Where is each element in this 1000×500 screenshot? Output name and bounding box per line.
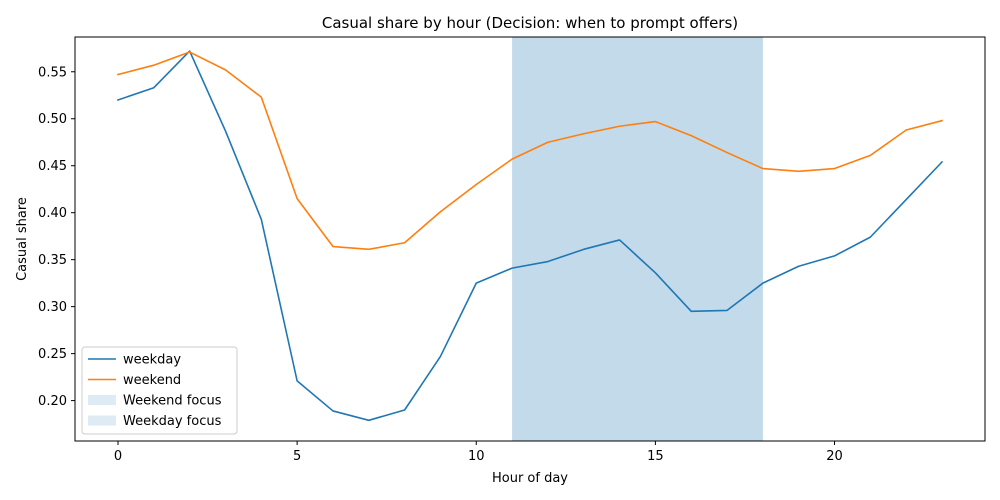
- x-axis-ticks: 0 5 10 15 20: [114, 441, 843, 464]
- shaded-regions: [512, 37, 763, 441]
- y-tick-label: 0.25: [38, 347, 67, 362]
- legend-swatch-shade-1: [88, 395, 116, 405]
- y-axis-title: Casual share: [15, 197, 30, 281]
- y-tick-label: 0.45: [38, 159, 67, 174]
- shaded-region-2: [512, 37, 763, 441]
- y-tick-label: 0.35: [38, 253, 67, 268]
- y-axis-ticks: 0.20 0.25 0.30 0.35 0.40 0.45 0.50 0.55: [38, 65, 75, 409]
- x-tick-label: 10: [468, 449, 485, 464]
- y-tick-label: 0.20: [38, 394, 67, 409]
- series-line-weekday: [116, 50, 944, 422]
- x-tick-label: 5: [293, 449, 301, 464]
- x-tick-label: 0: [114, 449, 122, 464]
- chart-title: Casual share by hour (Decision: when to …: [322, 14, 738, 32]
- legend-box: [81, 346, 238, 435]
- x-axis-title: Hour of day: [492, 471, 568, 486]
- x-tick-label: 20: [826, 449, 843, 464]
- y-tick-label: 0.50: [38, 112, 67, 127]
- y-tick-label: 0.55: [38, 65, 67, 80]
- legend-label-shade-2: Weekday focus: [123, 414, 222, 429]
- legend-label-weekday: weekday: [123, 353, 181, 368]
- y-tick-label: 0.30: [38, 300, 67, 315]
- plot-frame: [74, 36, 986, 442]
- legend-label-weekend: weekend: [123, 373, 181, 388]
- legend-swatch-shade-2: [88, 415, 116, 426]
- series-lines: [116, 50, 944, 422]
- y-tick-label: 0.40: [38, 206, 67, 221]
- legend-label-shade-1: Weekend focus: [123, 394, 222, 409]
- series-line-weekend: [117, 51, 943, 251]
- legend: weekday weekend Weekend focus Weekday focus: [81, 346, 238, 435]
- shaded-region-1: [512, 37, 763, 441]
- x-tick-label: 15: [647, 449, 664, 464]
